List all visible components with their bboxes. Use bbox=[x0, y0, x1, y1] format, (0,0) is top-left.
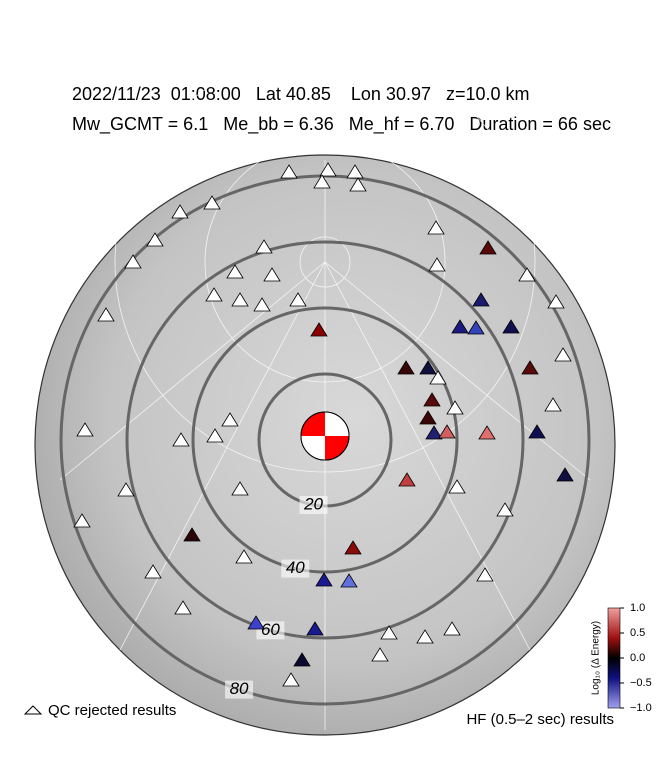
station bbox=[203, 195, 221, 210]
station bbox=[556, 467, 574, 482]
station bbox=[518, 267, 536, 282]
station bbox=[293, 652, 311, 667]
colorbar-label: Log₁₀ (Δ Energy) bbox=[591, 621, 602, 695]
station bbox=[319, 162, 337, 177]
station bbox=[282, 672, 300, 687]
station bbox=[247, 615, 265, 630]
station bbox=[448, 479, 466, 494]
colorbar-tick-label: −1.0 bbox=[630, 702, 652, 714]
station bbox=[171, 204, 189, 219]
colorbar-tick-label: 1.0 bbox=[630, 602, 645, 614]
station bbox=[172, 432, 190, 447]
station bbox=[371, 647, 389, 662]
station bbox=[554, 347, 572, 362]
station bbox=[521, 360, 539, 375]
station bbox=[255, 239, 273, 254]
station bbox=[397, 360, 415, 375]
station bbox=[479, 240, 497, 255]
ring-label-bg bbox=[299, 495, 328, 514]
station bbox=[117, 482, 135, 497]
station bbox=[547, 294, 565, 309]
station bbox=[446, 400, 464, 415]
station bbox=[97, 307, 115, 322]
beachball bbox=[300, 411, 350, 461]
station bbox=[340, 573, 358, 588]
colorbar-tick-label: 0.0 bbox=[630, 652, 645, 664]
station bbox=[438, 424, 456, 439]
ring-label-bg bbox=[281, 559, 310, 578]
station bbox=[528, 424, 546, 439]
ring-label: 20 bbox=[303, 494, 323, 513]
colorbar-ticks: 1.0 0.5 0.0 −0.5 −1.0 bbox=[620, 602, 652, 714]
station bbox=[205, 287, 223, 302]
station bbox=[398, 472, 416, 487]
station bbox=[476, 567, 494, 582]
stations bbox=[73, 162, 574, 687]
station bbox=[144, 564, 162, 579]
station bbox=[502, 319, 520, 334]
station bbox=[253, 297, 271, 312]
station bbox=[73, 513, 91, 528]
station bbox=[344, 540, 362, 555]
station bbox=[315, 572, 333, 587]
ring-label: 60 bbox=[261, 620, 280, 639]
station bbox=[146, 232, 164, 247]
station bbox=[310, 322, 328, 337]
station bbox=[221, 412, 239, 427]
station bbox=[174, 600, 192, 615]
station bbox=[425, 425, 443, 440]
graticule bbox=[59, 51, 591, 730]
ring-label-bg bbox=[256, 621, 285, 640]
station bbox=[235, 549, 253, 564]
station bbox=[467, 320, 485, 335]
colorbar bbox=[607, 607, 621, 709]
station bbox=[124, 254, 142, 269]
station bbox=[419, 360, 437, 375]
distance-rings: 20 40 60 80 bbox=[59, 174, 591, 706]
station bbox=[416, 629, 434, 644]
station bbox=[544, 397, 562, 412]
station bbox=[76, 422, 94, 437]
header-line: Mw_GCMT = 6.1 Me_bb = 6.36 Me_hf = 6.70 … bbox=[72, 114, 611, 135]
station bbox=[428, 257, 446, 272]
distance-ring bbox=[125, 240, 525, 640]
station bbox=[231, 481, 249, 496]
ring-label: 80 bbox=[230, 679, 249, 698]
station bbox=[443, 621, 461, 636]
distance-ring bbox=[191, 306, 459, 574]
station bbox=[349, 177, 367, 192]
station bbox=[427, 220, 445, 235]
station bbox=[183, 527, 201, 542]
ring-label: 40 bbox=[286, 558, 305, 577]
station bbox=[289, 292, 307, 307]
legend-label: HF (0.5–2 sec) results bbox=[466, 711, 614, 728]
station bbox=[280, 164, 298, 179]
station bbox=[346, 164, 364, 179]
colorbar-tick-label: 0.5 bbox=[630, 627, 645, 639]
station bbox=[472, 292, 490, 307]
station bbox=[313, 174, 331, 189]
legend-label: QC rejected results bbox=[48, 702, 176, 719]
station bbox=[423, 392, 441, 407]
ring-label-bg bbox=[225, 680, 254, 699]
colorbar-tick-label: −0.5 bbox=[630, 677, 652, 689]
station bbox=[231, 292, 249, 307]
station bbox=[306, 621, 324, 636]
station bbox=[206, 428, 224, 443]
station bbox=[380, 625, 398, 640]
station bbox=[451, 319, 469, 334]
station bbox=[263, 267, 281, 282]
station bbox=[419, 410, 437, 425]
station bbox=[496, 502, 514, 517]
station bbox=[429, 370, 447, 385]
header-line: 2022/11/23 01:08:00 Lat 40.85 Lon 30.97 … bbox=[72, 84, 530, 104]
legend-symbol bbox=[23, 705, 43, 715]
station bbox=[478, 425, 496, 440]
station bbox=[226, 264, 244, 279]
